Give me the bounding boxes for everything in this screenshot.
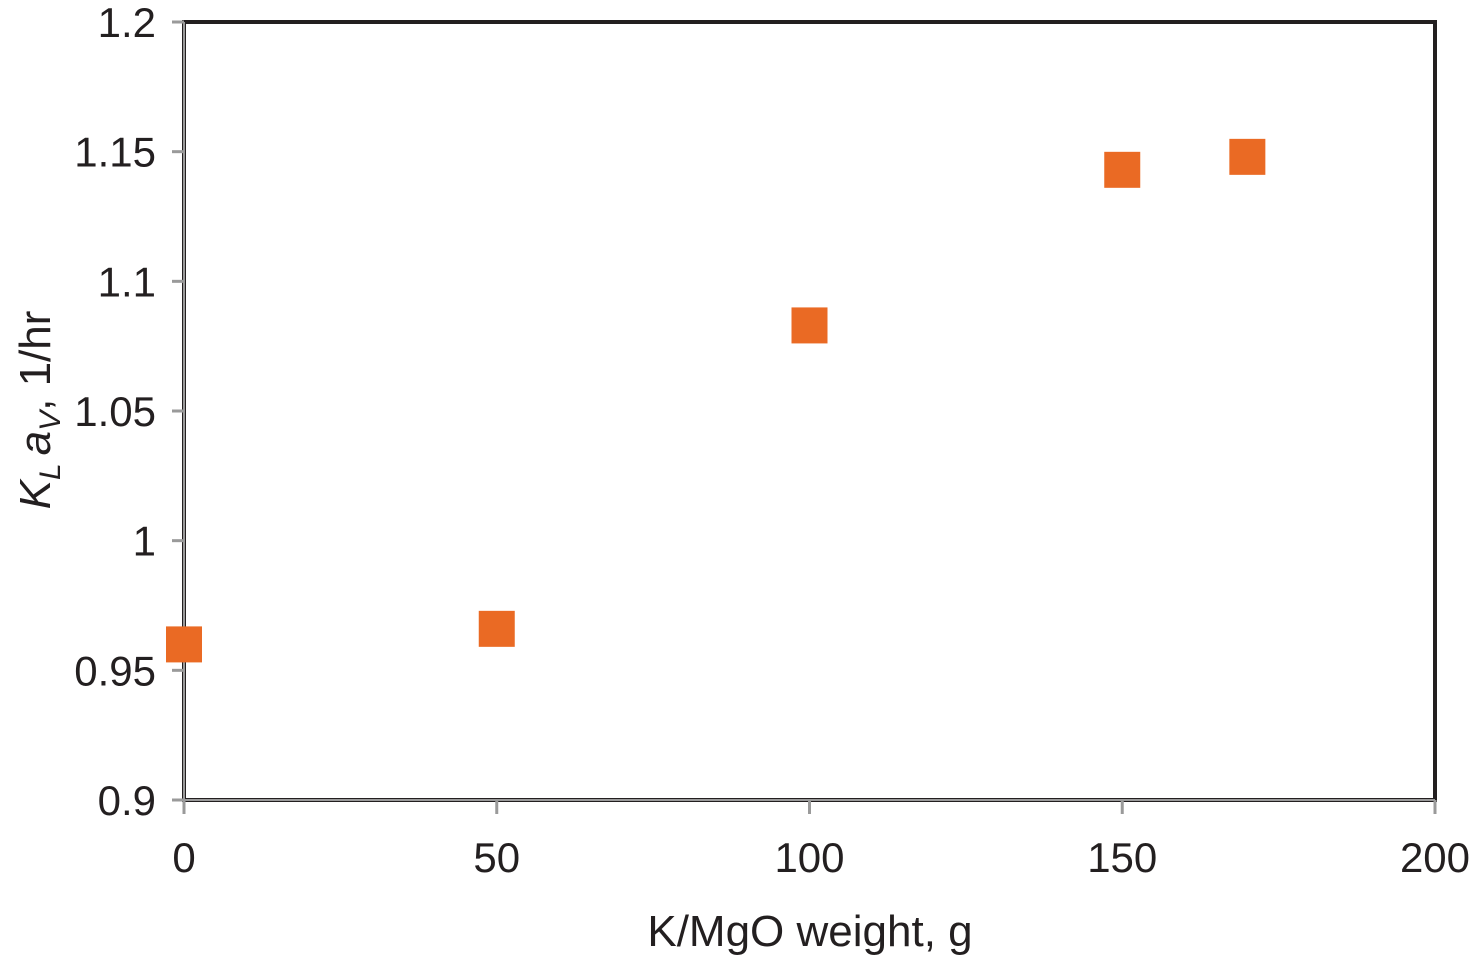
x-tick-label: 100: [774, 834, 844, 881]
data-point: [791, 307, 828, 344]
y-tick-label: 0.95: [74, 647, 156, 694]
y-axis-label: KLaV, 1/hr: [11, 311, 67, 510]
plot-frame: [182, 20, 1437, 802]
data-point: [478, 610, 515, 647]
y-tick-label: 0.9: [98, 777, 156, 824]
y-tick-label: 1: [133, 518, 156, 565]
y-tick-label: 1.15: [74, 129, 156, 176]
data-point: [166, 626, 202, 663]
data-point: [1104, 151, 1141, 188]
data-point: [1229, 138, 1266, 175]
x-tick-label: 0: [172, 834, 195, 881]
x-tick-label: 50: [473, 834, 520, 881]
y-tick-label: 1.1: [98, 258, 156, 305]
x-tick-label: 150: [1087, 834, 1157, 881]
x-tick-label: 200: [1400, 834, 1470, 881]
y-tick-label: 1.2: [98, 0, 156, 46]
y-tick-label: 1.05: [74, 388, 156, 435]
x-axis-label: K/MgO weight, g: [647, 907, 972, 956]
